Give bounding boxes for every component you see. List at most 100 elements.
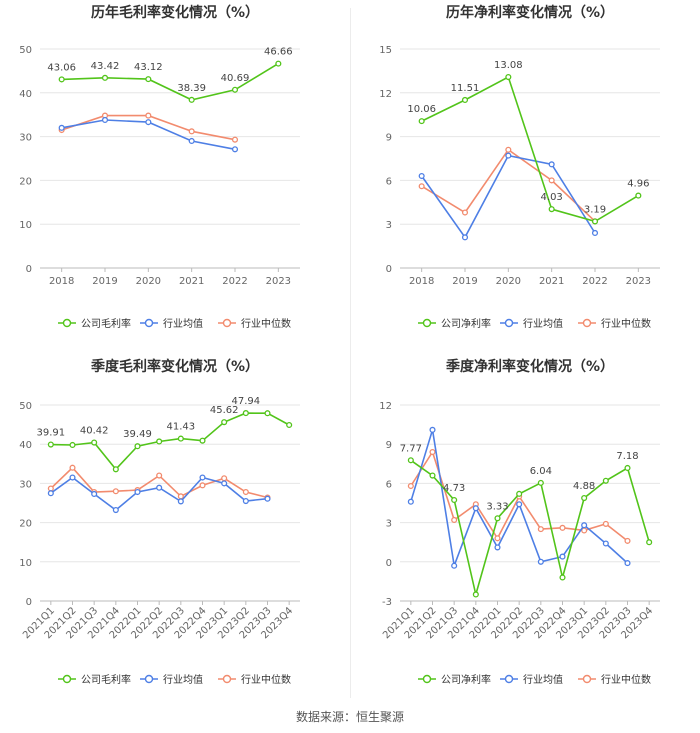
quarterly-net-y-tick-label: 9 (386, 440, 392, 451)
quarterly-gross-data-point (221, 475, 228, 482)
annual-gross-data-point (188, 128, 195, 135)
annual-gross-data-label: 43.42 (91, 61, 120, 72)
annual-net-data-point (635, 192, 642, 199)
quarterly-gross-legend-marker (222, 674, 232, 684)
annual-net-legend-label: 公司净利率 (441, 317, 491, 330)
annual-net-data-label: 11.51 (451, 83, 480, 94)
quarterly-net-data-point (451, 562, 458, 569)
annual-gross-data-label: 38.39 (177, 83, 206, 94)
annual-gross-y-tick-label: 40 (19, 89, 32, 100)
annual-net-data-point (461, 209, 469, 216)
quarterly-gross-data-point (69, 474, 76, 481)
annual-gross-data-label: 43.12 (134, 62, 163, 73)
annual-gross-x-tick-label: 2020 (136, 276, 161, 287)
quarterly-gross-data-point (47, 490, 54, 497)
quarterly-gross-y-tick-label: 40 (19, 440, 32, 451)
quarterly-gross-data-point (112, 488, 119, 495)
quarterly-gross-data-point (69, 464, 76, 471)
quarterly-gross-data-point (177, 498, 184, 505)
quarterly-gross-data-point (112, 466, 119, 473)
annual-gross-data-label: 40.69 (221, 73, 250, 84)
quarterly-gross-legend-label: 公司毛利率 (81, 673, 131, 686)
quarterly-net-data-point (602, 520, 609, 527)
annual-net-data-point (505, 146, 512, 153)
quarterly-gross-y-tick-label: 50 (19, 401, 32, 412)
quarterly-gross-series-line (50, 412, 290, 471)
quarterly-net-data-point (559, 574, 566, 581)
quarterly-net-data-point (559, 553, 566, 560)
annual-gross-data-point (231, 146, 239, 153)
annual-gross-data-point (145, 112, 152, 119)
annual-gross-data-label: 43.06 (47, 62, 76, 73)
quarterly-gross-legend-marker (144, 674, 154, 684)
quarterly-net-legend-label: 行业均值 (523, 673, 563, 686)
quarterly-gross-data-point (286, 421, 293, 429)
quarterly-net-legend-label: 公司净利率 (441, 673, 491, 686)
annual-gross-legend-marker (222, 318, 232, 328)
panel-divider (350, 8, 351, 698)
quarterly-net-legend-marker (504, 674, 514, 684)
quarterly-net-data-point (516, 501, 523, 508)
annual-net-data-point (418, 172, 425, 180)
annual-gross-y-tick-label: 0 (26, 264, 32, 275)
annual-net-x-tick-label: 2023 (626, 276, 651, 287)
quarterly-gross-data-point (134, 488, 141, 496)
quarterly-gross-y-tick-label: 20 (19, 519, 32, 530)
annual-gross-data-point (58, 76, 65, 83)
annual-net-data-point (548, 206, 555, 213)
quarterly-gross-data-label: 45.62 (210, 405, 239, 416)
quarterly-net-data-point (407, 457, 414, 464)
quarterly-net-y-tick-label: -3 (382, 597, 392, 608)
annual-gross-legend-marker (62, 318, 72, 328)
quarterly-gross-data-point (199, 474, 206, 481)
quarterly-gross-data-point (134, 443, 141, 450)
quarterly-net-series-line (410, 459, 650, 595)
quarterly-gross-y-tick-label: 0 (26, 597, 32, 608)
annual-net-legend-marker (422, 318, 432, 328)
quarterly-gross-data-point (156, 438, 163, 445)
annual-net-x-tick-label: 2022 (582, 276, 607, 287)
annual-net-series-line (421, 75, 639, 223)
quarterly-gross-y-tick-label: 30 (19, 479, 32, 490)
annual-gross-data-point (58, 124, 65, 131)
quarterly-net-data-point (494, 544, 501, 551)
quarterly-net-data-point (537, 526, 544, 533)
annual-gross-series-line (61, 62, 279, 101)
quarterly-gross-data-point (177, 493, 184, 500)
annual-net-data-point (591, 218, 599, 225)
annual-gross-x-tick-label: 2018 (49, 276, 74, 287)
annual-gross-data-point (145, 76, 152, 83)
annual-net-data-point (461, 234, 469, 241)
annual-gross-data-point (188, 96, 195, 103)
annual-net-legend-marker (582, 318, 592, 328)
annual-net-x-tick-label: 2021 (539, 276, 564, 287)
annual-net-data-point (461, 96, 469, 104)
quarterly-net-data-point (429, 472, 436, 479)
quarterly-net-legend-marker (422, 674, 432, 684)
annual-gross-x-tick-label: 2019 (92, 276, 117, 287)
annual-net-x-tick-label: 2019 (452, 276, 477, 287)
annual-gross-data-point (231, 86, 239, 93)
quarterly-gross-data-point (69, 441, 76, 449)
quarterly-net-y-tick-label: 3 (386, 519, 392, 530)
annual-gross-legend-label: 行业中位数 (241, 317, 291, 330)
quarterly-gross-data-point (264, 495, 271, 502)
annual-net-data-point (418, 118, 425, 125)
quarterly-gross-y-tick-label: 10 (19, 558, 32, 569)
annual-gross-x-tick-label: 2021 (179, 276, 204, 287)
quarterly-gross-data-label: 39.91 (37, 428, 66, 439)
quarterly-net-data-label: 7.77 (400, 443, 422, 454)
quarterly-net-data-point (451, 496, 458, 504)
annual-net-y-tick-label: 6 (386, 176, 392, 187)
quarterly-gross-data-label: 40.42 (80, 426, 109, 437)
annual-gross-legend-marker (144, 318, 154, 328)
quarterly-net-data-point (602, 540, 609, 547)
quarterly-gross-data-point (242, 488, 249, 496)
quarterly-gross-data-point (156, 472, 163, 479)
quarterly-net-data-point (602, 477, 609, 484)
quarterly-gross-data-point (199, 482, 206, 489)
annual-net-data-point (505, 73, 512, 81)
quarterly-gross-data-point (221, 419, 228, 426)
quarterly-net-y-tick-label: 6 (386, 479, 392, 490)
